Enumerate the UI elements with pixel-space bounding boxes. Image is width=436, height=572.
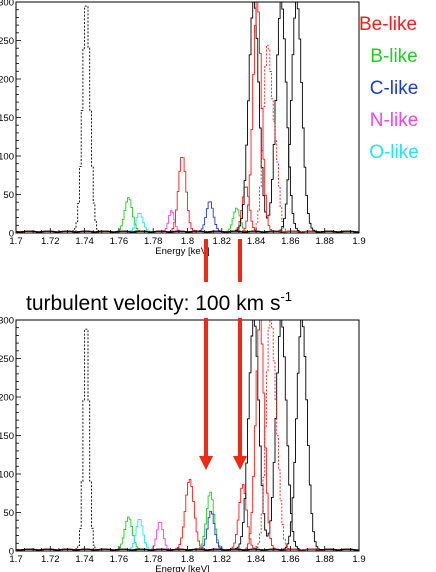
bottom-x-tick-label: 1.9: [352, 554, 365, 565]
bottom-y-tick-label: 150: [0, 431, 14, 442]
top-y-tick-label: 300: [0, 0, 14, 9]
bottom-series-other-11: [16, 320, 359, 551]
top-x-tick-label: 1.76: [110, 236, 129, 247]
bottom-y-tick-label: 100: [0, 470, 14, 481]
bottom-series-n-3: [16, 522, 359, 551]
bottom-x-tick-label: 1.76: [110, 554, 129, 565]
top-series-other-8: [16, 2, 359, 233]
top-y-tick-label: 250: [0, 36, 14, 47]
bottom-series-be-7: [16, 484, 359, 551]
top-spectrum-panel: 1.7 1.72 1.74 1.76 1.78 1.8 1.82 1.84 1.86 1.88 1.…: [0, 0, 366, 257]
top-x-tick-label: 1.9: [352, 236, 365, 247]
legend-entry-c: C-like: [370, 78, 419, 99]
legend-entry-o: O-like: [369, 142, 419, 163]
legend: Be-like B-like C-like N-like O-like: [359, 14, 419, 163]
bottom-y-tick-label: 250: [0, 354, 14, 365]
bottom-series-o-2: [16, 518, 359, 551]
annotation-main-text: turbulent velocity: 100 km s: [26, 292, 280, 315]
top-x-tick-label: 1.72: [41, 236, 60, 247]
turbulent-velocity-annotation: turbulent velocity: 100 km s-1: [26, 289, 292, 315]
top-series-be-7: [16, 186, 359, 233]
bottom-series-c-6: [16, 510, 359, 551]
bottom-series-other-0: [16, 328, 359, 551]
annotation-superscript: -1: [280, 289, 292, 304]
top-series-other-0: [16, 5, 359, 233]
top-x-tick-label: 1.78: [144, 236, 163, 247]
top-y-tick-label: 200: [0, 75, 14, 86]
bottom-x-tick-label: 1.88: [315, 554, 334, 565]
bottom-spectrum-panel: 1.7 1.72 1.74 1.76 1.78 1.8 1.82 1.84 1.86 1.88 1.…: [0, 316, 366, 572]
bottom-series-b-5: [16, 491, 359, 551]
bottom-x-tick-label: 1.82: [213, 554, 232, 565]
bottom-series-other-8: [16, 320, 359, 551]
bottom-x-tick-label: 1.8: [181, 554, 194, 565]
bottom-x-axis-label: Energy [keV]: [155, 564, 209, 572]
bottom-series-be-4: [16, 478, 359, 551]
bottom-x-tick-label: 1.72: [41, 554, 60, 565]
top-x-tick-label: 1.74: [75, 236, 94, 247]
top-x-axis-label: Energy [keV]: [155, 246, 209, 257]
top-x-tick-label: 1.84: [247, 236, 266, 247]
bottom-x-tick-label: 1.86: [281, 554, 300, 565]
bottom-series-be-9: [16, 320, 359, 551]
top-series-other-11: [16, 2, 359, 233]
bottom-y-tick-label: 0: [9, 547, 14, 558]
bottom-y-tick-label: 200: [0, 393, 14, 404]
shift-arrows: [199, 239, 247, 470]
legend-entry-b: B-like: [370, 46, 418, 67]
bottom-x-tick-label: 1.78: [144, 554, 163, 565]
bottom-y-tick-label: 50: [3, 508, 14, 519]
top-y-tick-label: 0: [9, 229, 14, 240]
bottom-y-tick-label: 300: [0, 316, 14, 327]
bottom-x-tick-label: 1.84: [247, 554, 266, 565]
legend-entry-be: Be-like: [359, 14, 417, 35]
bottom-series-be-10: [16, 320, 359, 551]
bottom-x-tick-label: 1.7: [9, 554, 22, 565]
legend-entry-n: N-like: [370, 110, 419, 131]
top-x-tick-label: 1.8: [181, 236, 194, 247]
top-x-tick-label: 1.86: [281, 236, 300, 247]
top-x-tick-label: 1.82: [213, 236, 232, 247]
top-series-be-9: [16, 2, 359, 233]
top-y-tick-label: 100: [0, 152, 14, 163]
top-x-tick-label: 1.88: [315, 236, 334, 247]
bottom-x-tick-label: 1.74: [75, 554, 94, 565]
arrow-right-head: [233, 456, 247, 470]
top-x-tick-label: 1.7: [9, 236, 22, 247]
top-y-tick-label: 150: [0, 113, 14, 124]
top-series-be-10: [16, 44, 359, 233]
top-y-tick-label: 50: [3, 190, 14, 201]
bottom-series-b-1: [16, 516, 359, 551]
arrow-left-head: [199, 456, 213, 470]
